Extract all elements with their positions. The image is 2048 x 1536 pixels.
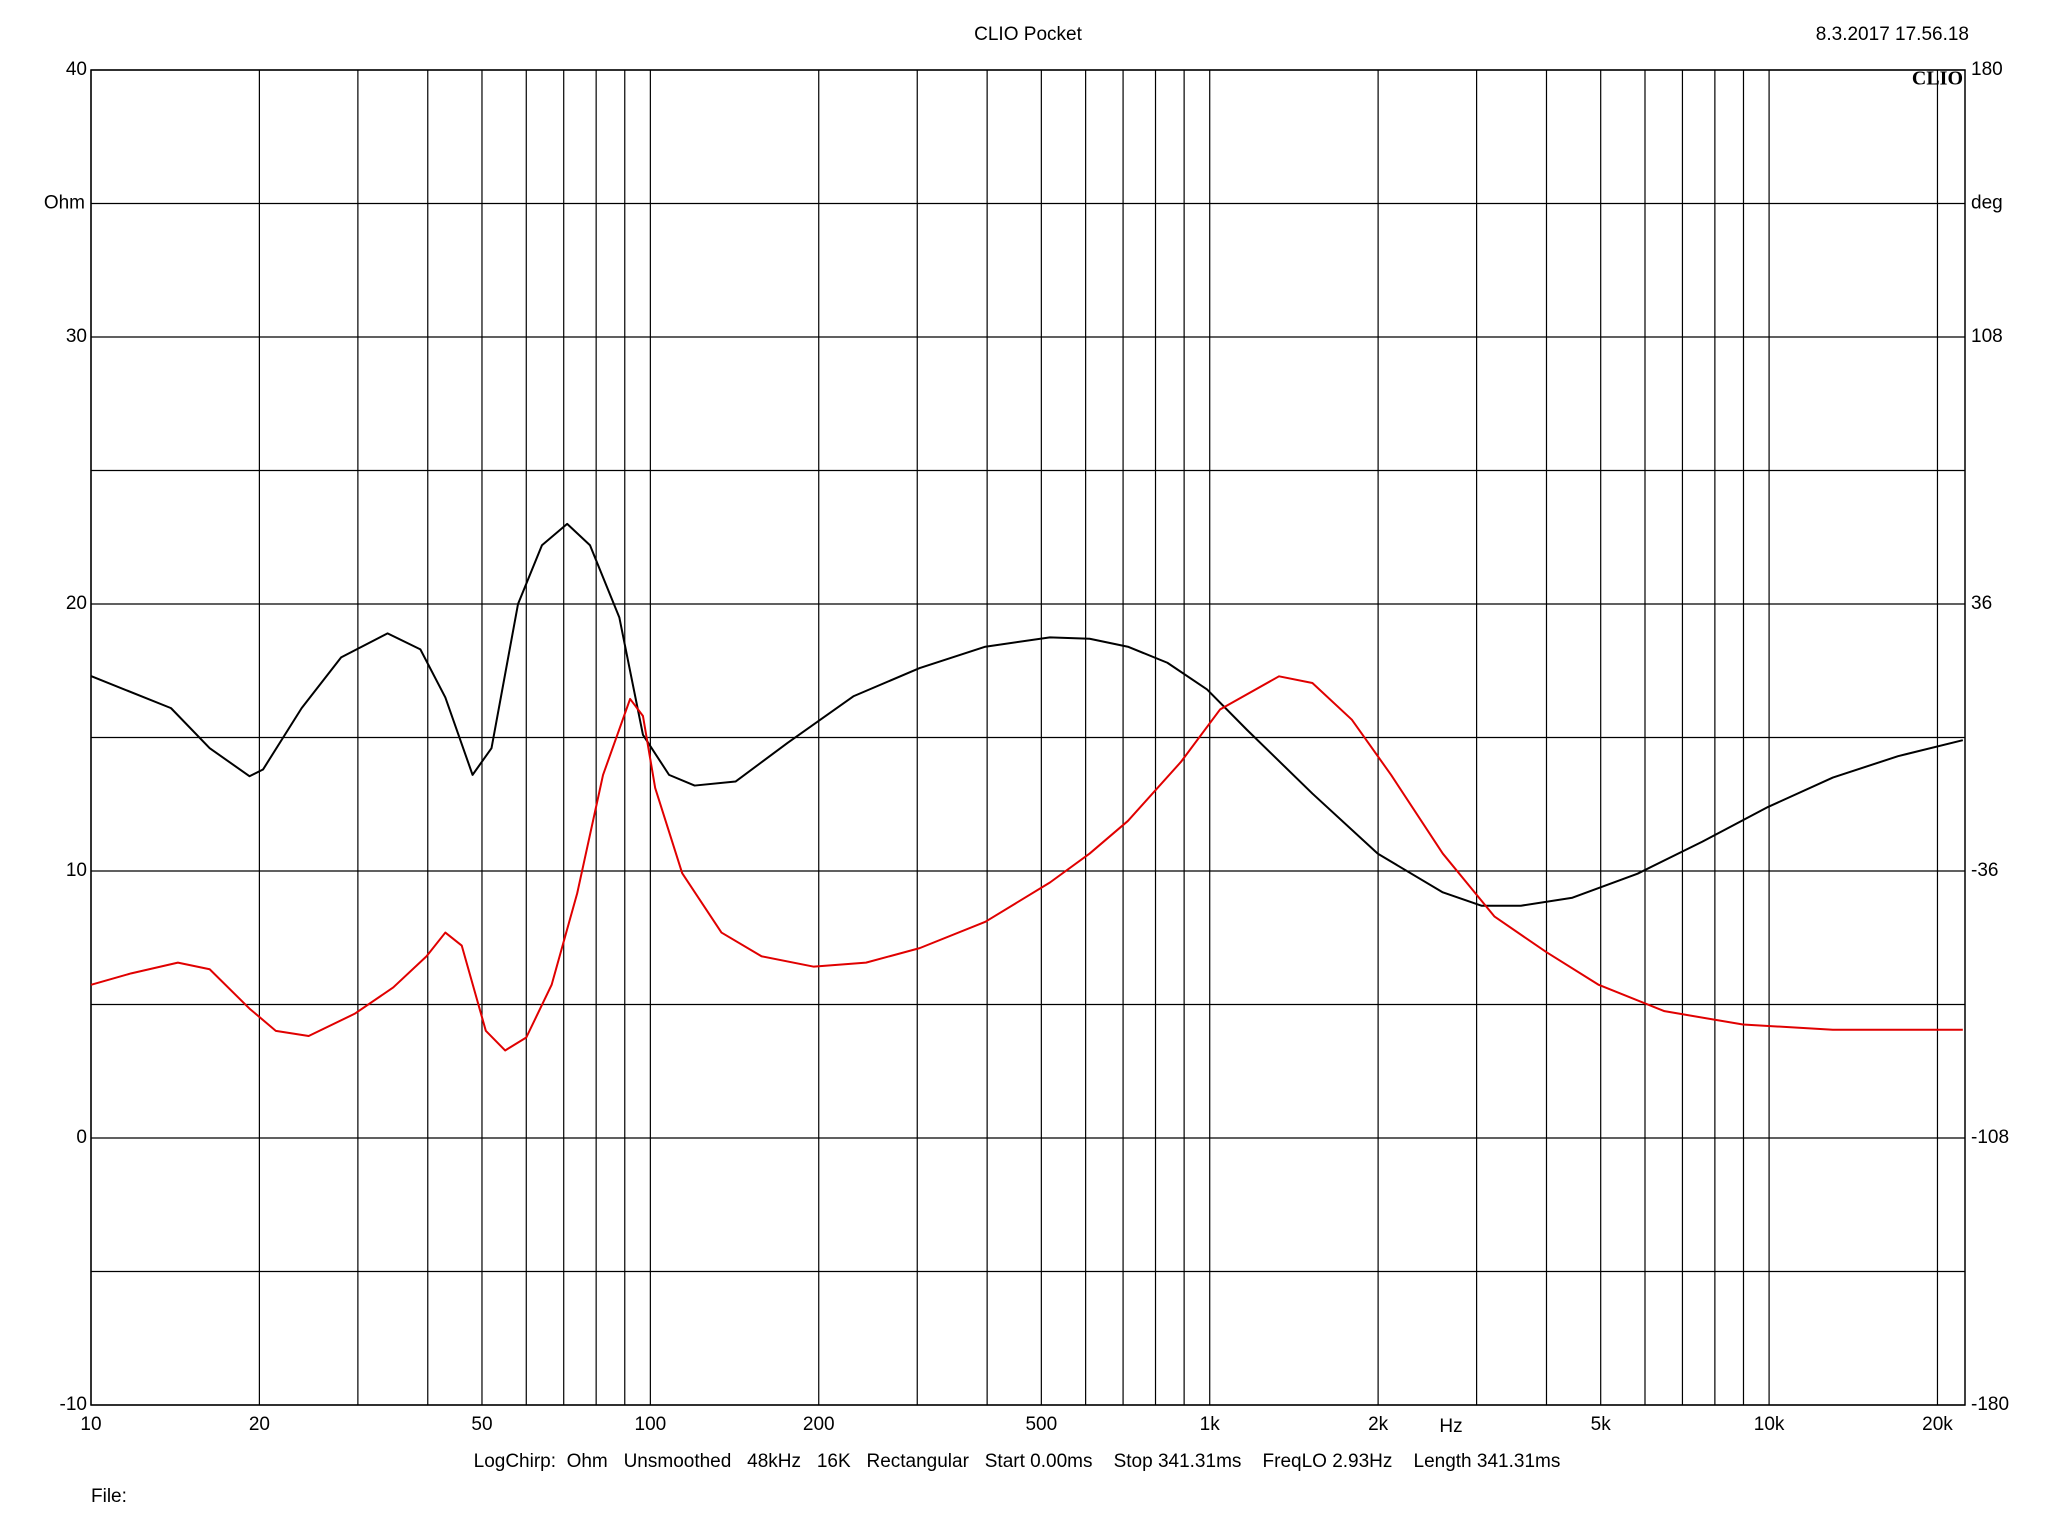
x-tick-label: 5k xyxy=(1591,1414,1612,1435)
x-tick-label: 100 xyxy=(635,1414,667,1435)
y-tick-label: 0 xyxy=(76,1127,87,1148)
y2-tick-label: 108 xyxy=(1971,326,2003,347)
x-tick-label: 1k xyxy=(1200,1414,1221,1435)
y-tick-label: 20 xyxy=(66,593,87,614)
x-tick-label: 50 xyxy=(471,1414,492,1435)
x-tick-label: 20k xyxy=(1922,1414,1953,1435)
y-tick-label: 30 xyxy=(66,326,87,347)
y2-tick-label: -36 xyxy=(1971,860,1998,881)
x-tick-label: 20 xyxy=(249,1414,270,1435)
y-tick-label: 10 xyxy=(66,860,87,881)
y-tick-label: -10 xyxy=(60,1394,87,1415)
data-line xyxy=(90,522,1964,907)
y-axis-label: Ohm xyxy=(44,193,85,214)
data-line xyxy=(90,675,1963,1052)
y2-tick-label: -180 xyxy=(1971,1394,2009,1415)
x-tick-label: 500 xyxy=(1025,1414,1057,1435)
x-axis-label: Hz xyxy=(1439,1416,1462,1437)
y2-tick-label: 180 xyxy=(1971,59,2003,80)
chart-title: CLIO Pocket xyxy=(974,24,1082,45)
footer: LogChirp: Ohm Unsmoothed 48kHz 16K Recta… xyxy=(474,1451,1561,1472)
x-tick-label: 10 xyxy=(80,1414,101,1435)
y2-tick-label: -108 xyxy=(1971,1127,2009,1148)
y2-tick-label: 36 xyxy=(1971,593,1992,614)
timestamp: 8.3.2017 17.56.18 xyxy=(1816,24,1969,45)
x-tick-label: 10k xyxy=(1754,1414,1785,1435)
file-label: File: xyxy=(91,1486,127,1507)
x-tick-label: 2k xyxy=(1368,1414,1389,1435)
x-tick-label: 200 xyxy=(803,1414,835,1435)
y-tick-label: 40 xyxy=(66,59,87,80)
y2-axis-label: deg xyxy=(1971,193,2003,214)
